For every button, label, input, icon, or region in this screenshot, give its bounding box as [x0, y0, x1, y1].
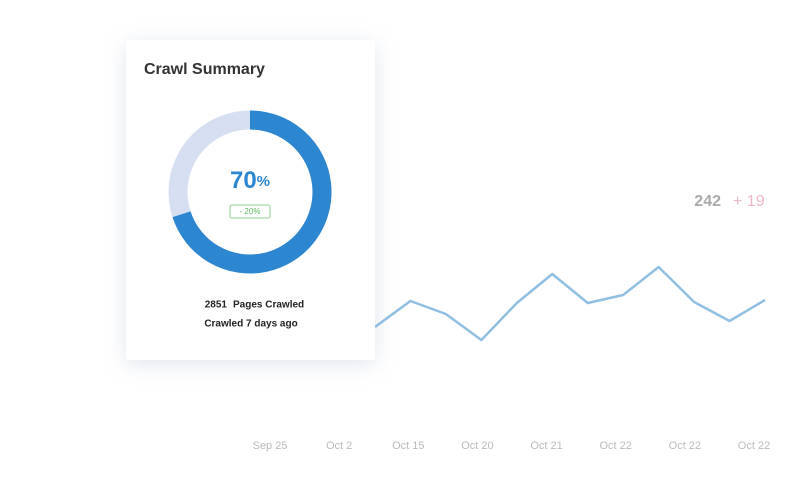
x-axis-label: Oct 21: [530, 440, 562, 452]
x-axis-label: Oct 15: [392, 440, 424, 452]
percent-value: 70: [230, 167, 257, 194]
pages-label: Pages Crawled: [233, 300, 304, 311]
percent-unit: %: [257, 173, 270, 190]
line-chart: Sep 25 Oct 2 Oct 15 Oct 20 Oct 21 Oct 22 Oct 2…: [253, 265, 770, 452]
donut: [168, 110, 332, 274]
percent: 70%: [230, 167, 270, 194]
pages-count: 2851: [205, 300, 228, 311]
card: [126, 40, 375, 360]
donut-arc: [172, 110, 332, 274]
stat-change: + 19: [733, 193, 765, 210]
line: [374, 265, 766, 342]
change-badge: [229, 204, 271, 219]
last-crawl: Crawled 7 days ago: [204, 319, 297, 330]
change-text: - 20%: [240, 207, 261, 216]
x-axis-label: Oct 2: [326, 440, 352, 452]
x-axis-label: Oct 22: [600, 440, 632, 452]
x-axis-label: Oct 20: [461, 440, 493, 452]
stat-value: 242: [694, 193, 721, 210]
card-title: Crawl Summary: [144, 61, 265, 78]
x-axis-label: Oct 22: [669, 440, 701, 452]
x-axis-label: Oct 22: [738, 440, 770, 452]
x-axis-label: Sep 25: [253, 440, 288, 452]
